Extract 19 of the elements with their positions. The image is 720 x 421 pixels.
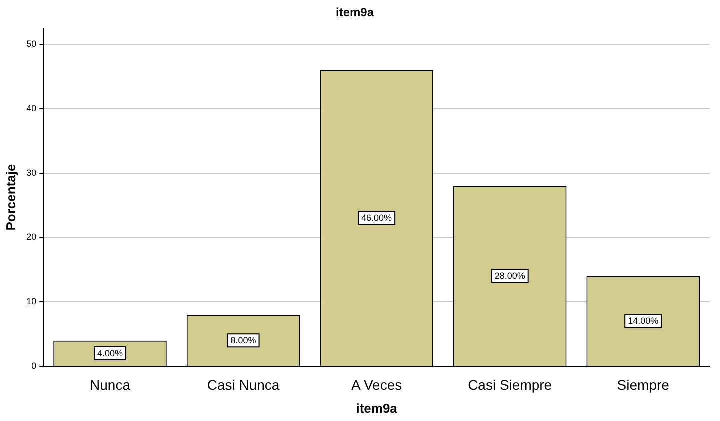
x-tick-label: Nunca xyxy=(90,376,131,393)
y-tick-label: 30 xyxy=(26,168,37,178)
data-label: 28.00% xyxy=(494,271,526,282)
x-tick-label: Casi Siempre xyxy=(468,376,552,393)
data-label: 8.00% xyxy=(230,336,256,346)
y-tick-label: 20 xyxy=(26,232,37,242)
y-tick-label: 50 xyxy=(26,38,37,49)
data-label: 4.00% xyxy=(97,348,124,358)
x-tick-label: A Veces xyxy=(352,376,402,393)
y-axis-title: Porcentaje xyxy=(3,164,18,231)
x-tick-label: Siempre xyxy=(617,376,670,393)
data-label: 14.00% xyxy=(628,316,659,326)
y-tick-label: 10 xyxy=(26,296,37,307)
y-tick-label: 0 xyxy=(32,361,37,372)
data-label: 46.00% xyxy=(362,213,392,224)
x-axis-title: item9a xyxy=(356,400,398,416)
chart-title: item9a xyxy=(336,6,374,20)
y-tick-label: 40 xyxy=(26,103,37,114)
x-tick-label: Casi Nunca xyxy=(207,376,280,393)
